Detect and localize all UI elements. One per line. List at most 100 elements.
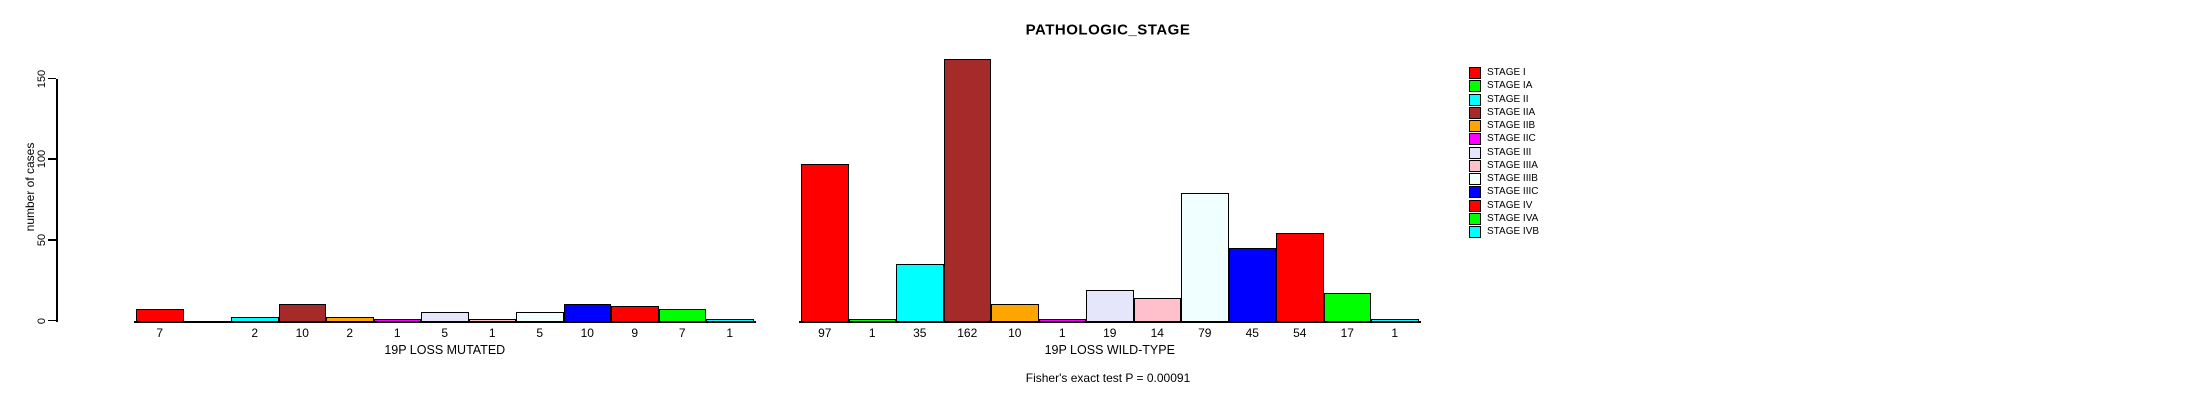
legend-label: STAGE IA — [1487, 80, 1533, 92]
legend-item: STAGE I — [1469, 67, 1526, 80]
y-tick — [47, 319, 56, 322]
bar — [1371, 318, 1419, 323]
bar-value-label: 1 — [1058, 326, 1066, 340]
legend-item: STAGE IIIC — [1469, 186, 1539, 199]
bar-value-label: 7 — [678, 326, 686, 340]
bar — [801, 164, 849, 323]
bar-value-label: 97 — [818, 326, 832, 340]
bar — [848, 318, 896, 323]
legend-label: STAGE II — [1487, 93, 1529, 105]
legend-swatch — [1469, 67, 1481, 79]
legend-label: STAGE IIB — [1487, 120, 1536, 131]
legend-swatch — [1469, 106, 1481, 119]
bar-value-label: 5 — [536, 326, 544, 340]
legend-swatch — [1469, 120, 1481, 132]
legend-label: STAGE IV — [1487, 199, 1533, 211]
bar — [991, 304, 1039, 323]
bar-value-label: 14 — [1150, 326, 1164, 340]
y-tick — [47, 239, 56, 241]
legend-label: STAGE I — [1487, 67, 1526, 78]
fisher-test-annotation: Fisher's exact test P = 0.00091 — [1025, 371, 1191, 385]
legend-label: STAGE IIIA — [1487, 159, 1538, 171]
legend-swatch — [1469, 146, 1481, 159]
bar — [373, 318, 421, 323]
y-tick-label: 50 — [36, 233, 48, 246]
bar — [943, 59, 991, 323]
legend-label: STAGE IVA — [1487, 212, 1539, 224]
x-axis-group-label: 19P LOSS WILD-TYPE — [1044, 343, 1175, 357]
x-axis-group-label: 19P LOSS MUTATED — [384, 343, 506, 357]
legend-item: STAGE IVA — [1469, 212, 1538, 225]
bar — [1276, 233, 1324, 323]
bar-value-label: 10 — [580, 326, 594, 340]
bar — [896, 264, 944, 323]
bar-value-label: 10 — [1008, 326, 1022, 340]
legend-item: STAGE IIC — [1469, 133, 1536, 146]
bar-value-label: 19 — [1103, 326, 1117, 340]
bar — [563, 304, 611, 323]
bar — [1133, 297, 1181, 323]
legend-label: STAGE IVB — [1487, 226, 1540, 237]
legend-item: STAGE II — [1469, 93, 1529, 106]
legend-swatch — [1469, 173, 1481, 185]
bar-value-label: 17 — [1340, 326, 1354, 340]
y-tick — [47, 158, 56, 160]
legend-item: STAGE IIA — [1469, 106, 1535, 119]
legend-label: STAGE III — [1487, 146, 1532, 158]
y-tick-label: 0 — [36, 317, 48, 324]
legend-item: STAGE IV — [1469, 199, 1532, 212]
legend-item: STAGE IIIB — [1469, 173, 1538, 186]
legend-label: STAGE IIC — [1487, 133, 1536, 145]
legend-swatch — [1469, 159, 1481, 172]
bar — [231, 317, 279, 323]
bar-value-label: 45 — [1245, 326, 1259, 340]
bar — [421, 312, 469, 323]
bar-value-label: 7 — [156, 326, 164, 340]
y-tick-label: 150 — [36, 69, 48, 88]
bar — [611, 305, 659, 323]
bar-value-label: 1 — [1391, 326, 1399, 340]
bar — [1228, 247, 1276, 323]
bar-value-label: 1 — [868, 326, 876, 340]
legend-swatch — [1469, 199, 1481, 212]
bar-value-label: 1 — [726, 326, 734, 340]
bar — [278, 304, 326, 323]
y-axis-title: number of cases — [23, 142, 37, 232]
bar-value-label: 162 — [957, 326, 978, 340]
legend-item: STAGE IIIA — [1469, 159, 1538, 172]
legend-item: STAGE IA — [1469, 80, 1532, 93]
legend-item: STAGE III — [1469, 146, 1531, 159]
legend-label: STAGE IIA — [1487, 106, 1536, 118]
bar-value-label: 10 — [295, 326, 309, 340]
legend-swatch — [1469, 133, 1481, 146]
legend-item: STAGE IVB — [1469, 226, 1539, 239]
y-axis-line — [56, 78, 58, 322]
bar-value-label: 1 — [393, 326, 401, 340]
bar — [1181, 193, 1229, 323]
legend-swatch — [1469, 186, 1481, 199]
y-tick — [47, 77, 56, 80]
legend-label: STAGE IIIB — [1487, 173, 1538, 184]
bar-value-label: 79 — [1198, 326, 1212, 340]
bar-value-label: 9 — [631, 326, 639, 340]
bar — [468, 318, 516, 323]
legend-item: STAGE IIB — [1469, 120, 1535, 133]
bar — [1323, 293, 1371, 323]
legend-label: STAGE IIIC — [1487, 186, 1539, 198]
bar — [1086, 289, 1134, 323]
bar — [326, 317, 374, 323]
bar-value-label: 1 — [488, 326, 496, 340]
legend-swatch — [1469, 93, 1481, 106]
chart-title: PATHOLOGIC_STAGE — [1025, 21, 1191, 39]
bar-value-label: 54 — [1293, 326, 1307, 340]
y-tick-label: 100 — [36, 149, 48, 169]
legend-swatch — [1469, 80, 1481, 93]
legend-swatch — [1469, 226, 1481, 238]
bar — [658, 309, 706, 323]
bar — [1038, 318, 1086, 323]
bar-value-label: 5 — [441, 326, 449, 340]
bar-value-label: 2 — [346, 326, 354, 340]
bar — [136, 309, 184, 323]
bar — [706, 318, 754, 323]
